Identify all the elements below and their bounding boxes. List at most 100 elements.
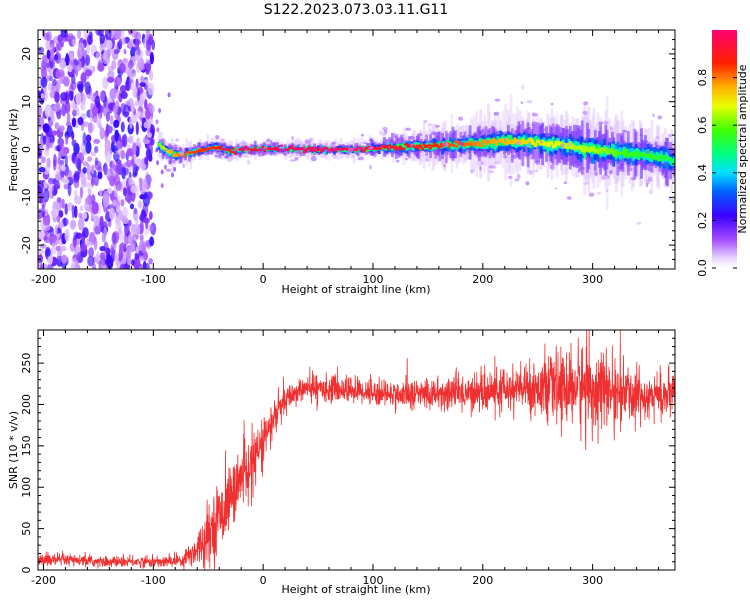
ridge-core-cell [355, 148, 359, 152]
ridge-core-cell [495, 141, 498, 146]
ridge-speckle [427, 140, 432, 145]
noise-blob [127, 59, 134, 70]
ridge-speckle [627, 158, 633, 163]
ridge-core-cell [392, 145, 396, 148]
ridge-speckle [550, 102, 554, 106]
ridge-core-cell [433, 142, 436, 146]
noise-blob [110, 244, 114, 255]
noise-blob [56, 215, 61, 223]
ridge-core-cell [405, 143, 409, 147]
ridge-speckle [164, 154, 167, 157]
noise-blob [58, 201, 63, 209]
noise-blob [99, 246, 106, 252]
ridge-core-cell [227, 148, 231, 151]
noise-blob [155, 119, 159, 125]
ridge-speckle [330, 154, 337, 157]
ridge-core-cell [253, 147, 257, 150]
noise-blob [139, 234, 144, 242]
ridge-speckle [179, 150, 185, 156]
ridge-speckle [520, 101, 524, 104]
noise-blob [65, 135, 69, 145]
ridge-core-cell [485, 141, 489, 146]
ridge-speckle [284, 152, 287, 157]
ridge-core-cell [414, 146, 418, 149]
noise-blob [121, 217, 129, 225]
noise-blob [70, 80, 77, 91]
x-tick-label: 0 [260, 273, 267, 286]
ridge-mid-cell [273, 150, 277, 153]
ridge-core-cell [198, 148, 202, 151]
noise-blob [75, 92, 82, 106]
noise-blob [130, 111, 138, 124]
noise-blob [53, 153, 57, 167]
ridge-core-cell [334, 146, 338, 150]
ridge-speckle [652, 113, 655, 118]
noise-blob [133, 207, 138, 215]
ridge-core-cell [534, 142, 538, 147]
ridge-core-cell [472, 144, 476, 147]
ridge-speckle [569, 150, 573, 154]
ridge-speckle [260, 151, 265, 155]
ridge-speckle [166, 168, 171, 172]
noise-blob [64, 154, 68, 168]
noise-blob [73, 60, 80, 66]
noise-blob [143, 178, 148, 190]
noise-blob [142, 202, 149, 217]
snr-ylabel: SNR (10 * v/v) [7, 411, 20, 489]
noise-blob [127, 258, 132, 266]
noise-blob [76, 158, 82, 171]
noise-blob [118, 248, 124, 260]
noise-blob [63, 183, 69, 190]
ridge-core-cell [659, 154, 663, 158]
ridge-speckle [272, 141, 277, 146]
noise-blob [135, 215, 139, 226]
ridge-speckle [616, 161, 621, 164]
ridge-speckle [523, 146, 528, 149]
colorbar-tick-label: 0.4 [696, 164, 709, 182]
ridge-speckle [564, 136, 569, 140]
ridge-core-cell [622, 149, 626, 154]
ridge-mid-cell [346, 149, 349, 153]
ridge-core-cell [439, 142, 443, 146]
ridge-speckle [431, 131, 437, 136]
ridge-band-cell [185, 147, 189, 155]
ridge-speckle [583, 182, 589, 185]
noise-blob [86, 43, 90, 54]
ridge-core-cell [438, 145, 442, 149]
ridge-speckle [662, 161, 666, 165]
ridge-core-cell [302, 151, 306, 154]
noise-blob [143, 138, 151, 145]
ridge-speckle [526, 142, 531, 148]
ridge-core-cell [452, 144, 456, 147]
ridge-speckle [241, 141, 248, 146]
noise-blob [85, 69, 93, 77]
ridge-core-cell [592, 146, 596, 152]
ridge-speckle [458, 116, 463, 121]
noise-blob [94, 146, 99, 153]
ridge-core-cell [385, 145, 389, 149]
noise-blob [139, 194, 145, 200]
snr-data [38, 330, 675, 570]
ridge-speckle [396, 136, 402, 140]
ridge-core-cell [422, 143, 426, 146]
noise-blob [113, 48, 119, 55]
x-tick-label: -100 [141, 273, 166, 286]
ridge-speckle [283, 143, 287, 147]
noise-blob [53, 181, 61, 189]
noise-blob [67, 64, 73, 73]
ridge-core-cell [252, 148, 256, 152]
ridge-speckle [462, 136, 467, 139]
ridge-speckle [324, 143, 329, 147]
ridge-speckle [645, 179, 650, 185]
noise-blob [111, 59, 117, 70]
noise-blob [73, 205, 78, 219]
noise-blob [114, 129, 119, 142]
noise-blob [99, 252, 106, 261]
noise-blob [55, 43, 59, 54]
noise-blob [106, 76, 115, 83]
noise-blob [52, 78, 57, 86]
ridge-speckle [503, 154, 507, 159]
snr-xlabel: Height of straight line (km) [281, 583, 430, 596]
noise-blob [134, 100, 140, 107]
ridge-speckle [294, 150, 300, 156]
